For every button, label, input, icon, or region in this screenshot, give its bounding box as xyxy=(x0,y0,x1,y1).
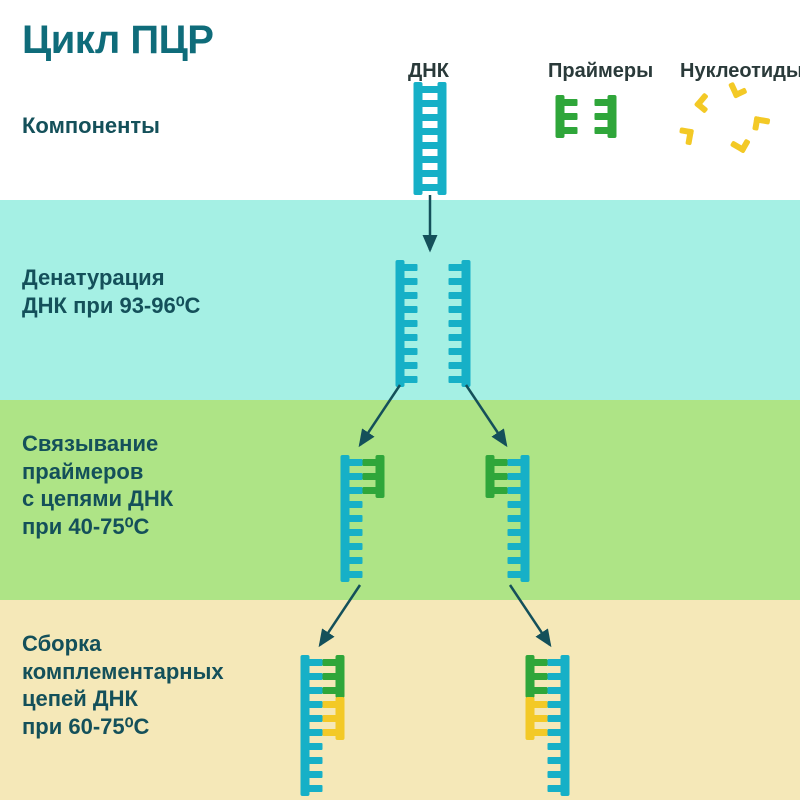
pcr-diagram xyxy=(0,0,800,800)
